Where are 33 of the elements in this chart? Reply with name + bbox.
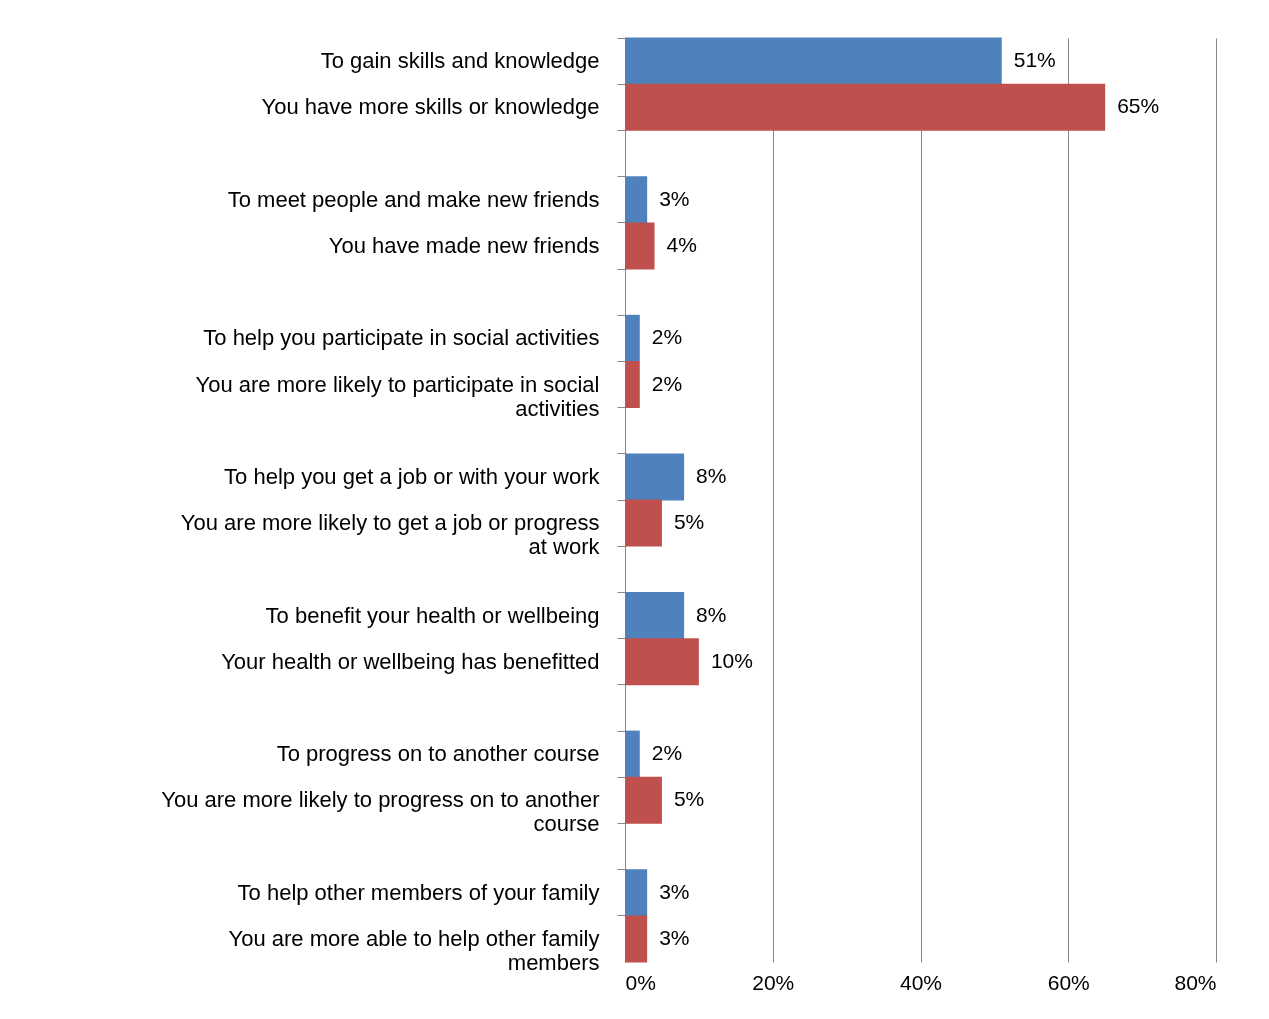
data-label: 2%	[651, 741, 683, 765]
x-tick-label: 0%	[625, 970, 656, 994]
y-tick-label: You have made new friends	[328, 232, 600, 258]
data-label: 4%	[666, 232, 697, 256]
y-tick-label: You are more able to help other family members	[228, 925, 600, 975]
y-tick-label: Your health or wellbeing has benefitted	[221, 648, 600, 674]
y-tick-label: To help you get a job or with your work	[224, 463, 601, 489]
data-label: 65%	[1117, 94, 1160, 118]
data-label: 8%	[696, 602, 727, 626]
data-label: 8%	[696, 463, 727, 487]
data-label: 5%	[673, 510, 705, 534]
data-label: 10%	[710, 648, 753, 672]
y-tick-label: To help other members of your family	[237, 879, 600, 905]
data-label: 2%	[651, 325, 683, 349]
data-label: 3%	[659, 186, 690, 210]
y-tick-label: You are more likely to participate in social activities	[195, 371, 600, 421]
y-tick-label: To meet people and make new friends	[227, 186, 600, 212]
y-tick-label: You have more skills or knowledge	[261, 94, 600, 120]
data-label: 51%	[1013, 48, 1056, 72]
y-tick-label: To benefit your health or wellbeing	[265, 602, 600, 628]
x-tick-label: 20%	[752, 970, 795, 994]
y-tick-label: To gain skills and knowledge	[320, 48, 600, 74]
data-label: 2%	[651, 371, 683, 395]
data-label: 5%	[673, 787, 705, 811]
y-tick-label: You are more likely to get a job or progress at work	[180, 510, 601, 560]
y-tick-label: To progress on to another course	[276, 741, 600, 767]
data-label: 3%	[659, 879, 690, 903]
data-label: 3%	[659, 925, 690, 949]
x-tick-label: 60%	[1047, 970, 1090, 994]
x-tick-label: 80%	[1174, 970, 1217, 994]
y-tick-label: You are more likely to progress on to another course	[161, 787, 600, 837]
y-tick-label: To help you participate in social activities	[203, 325, 600, 351]
x-tick-label: 40%	[899, 970, 943, 994]
